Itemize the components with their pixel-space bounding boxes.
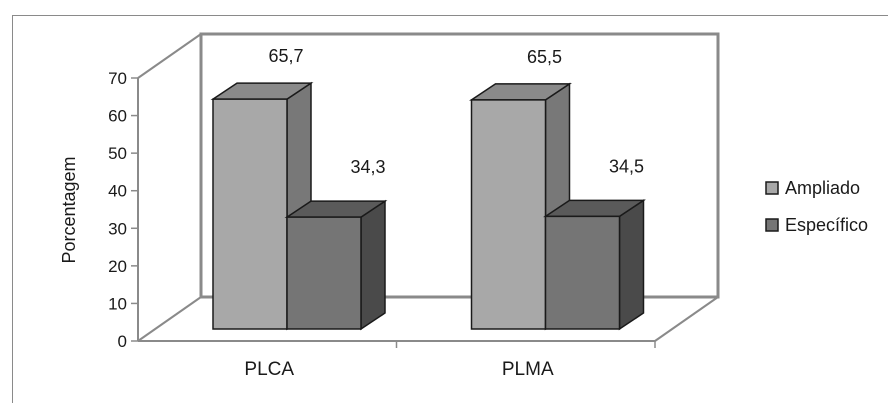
bar-side-face (360, 199, 386, 331)
y-tick-label: 60 (108, 107, 127, 126)
bar-front-face (212, 98, 288, 330)
y-tick-label: 10 (108, 294, 127, 313)
bar-front-face (470, 99, 547, 330)
chart-frame (12, 15, 888, 403)
axes (131, 77, 656, 348)
bars (210, 81, 646, 331)
y-tick-label: 50 (108, 144, 127, 163)
bar-plca-específico (284, 199, 388, 331)
data-labels: 65,7 34,3 65,5 34,5 (268, 46, 644, 177)
bar-front-face (286, 216, 362, 330)
y-tick-label: 40 (108, 182, 127, 201)
x-tick-label: PLMA (502, 359, 554, 380)
back-wall-frame (199, 32, 720, 299)
y-tick-label: 0 (118, 332, 127, 351)
bar-plma-específico (543, 198, 646, 331)
y-tick-labels: 0 10 20 30 40 50 60 70 (108, 69, 127, 351)
bar-side-face (618, 198, 645, 331)
data-label: 34,5 (609, 156, 644, 176)
data-label: 65,5 (527, 47, 562, 67)
back-wall (137, 32, 720, 342)
x-tick-label: PLCA (244, 359, 294, 380)
legend-label-ampliado: Ampliado (785, 178, 860, 198)
legend: Ampliado Específico (765, 178, 868, 235)
side-wall-top-edge (137, 33, 202, 79)
data-label: 65,7 (268, 46, 303, 66)
y-tick-label: 70 (108, 69, 127, 88)
y-axis-label: Porcentagem (59, 156, 79, 263)
y-tick-label: 30 (108, 219, 127, 238)
legend-swatch-específico (765, 218, 779, 232)
floor-left-edge (137, 296, 202, 342)
bar-front-face (544, 215, 621, 330)
legend-label-específico: Específico (785, 215, 868, 235)
floor-right-edge (654, 296, 719, 342)
legend-swatch-ampliado (765, 181, 779, 195)
data-label: 34,3 (350, 157, 385, 177)
y-tick-label: 20 (108, 257, 127, 276)
x-tick-labels: PLCA PLMA (244, 359, 554, 380)
